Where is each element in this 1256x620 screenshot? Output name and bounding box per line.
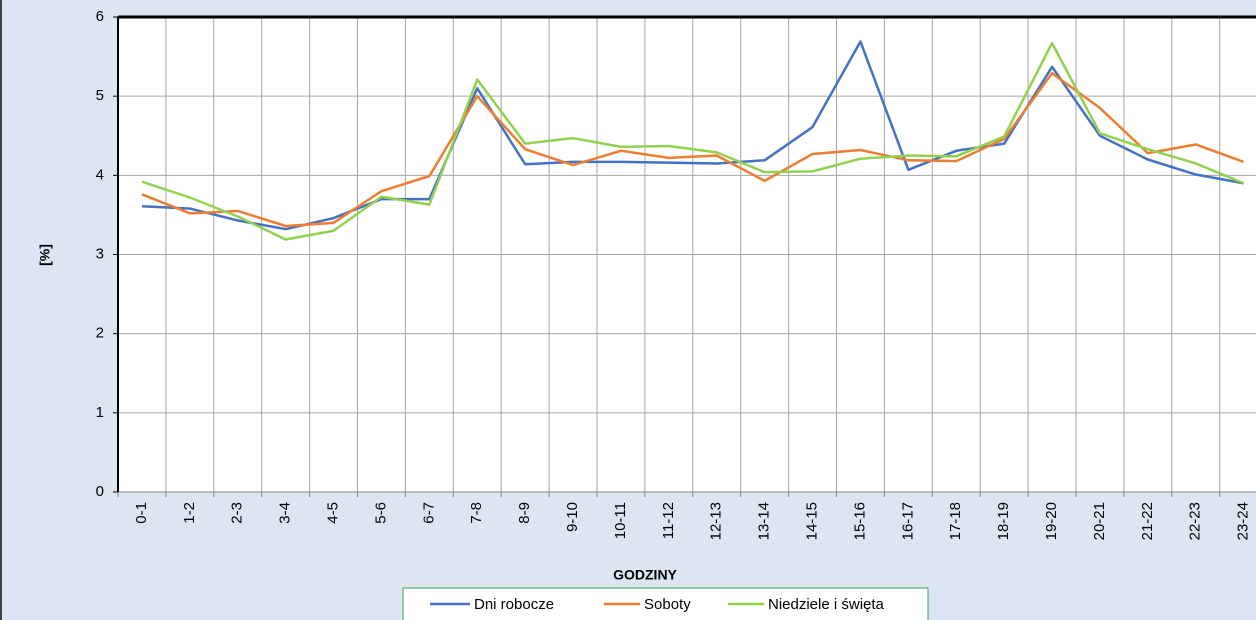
x-tick-label: 2-3 xyxy=(229,502,246,524)
y-tick-label: 0 xyxy=(96,483,104,500)
x-tick-label: 6-7 xyxy=(420,502,437,524)
x-tick-label: 4-5 xyxy=(325,502,342,524)
x-tick-label: 7-8 xyxy=(468,502,485,524)
legend-label: Dni robocze xyxy=(474,596,554,613)
x-tick-label: 8-9 xyxy=(516,502,533,524)
x-tick-label: 21-22 xyxy=(1139,502,1156,540)
x-tick-label: 11-12 xyxy=(660,502,677,539)
x-tick-label: 13-14 xyxy=(756,502,773,540)
y-axis-title: [%] xyxy=(37,244,53,266)
x-tick-label: 5-6 xyxy=(372,502,389,524)
x-tick-label: 22-23 xyxy=(1187,502,1204,540)
x-tick-label: 3-4 xyxy=(277,502,294,524)
series-line xyxy=(141,41,1245,241)
x-tick-label: 23-24 xyxy=(1235,502,1252,540)
x-tick-label: 20-21 xyxy=(1091,502,1108,540)
y-tick-label: 4 xyxy=(96,166,104,183)
x-tick-label: 9-10 xyxy=(564,502,581,532)
legend-label: Niedziele i święta xyxy=(768,596,885,613)
x-tick-label: 18-19 xyxy=(995,502,1012,540)
y-tick-label: 5 xyxy=(96,87,104,104)
x-tick-label: 14-15 xyxy=(804,502,821,540)
x-tick-label: 17-18 xyxy=(947,502,964,540)
x-tick-label: 0-1 xyxy=(133,502,150,524)
legend-label: Soboty xyxy=(644,596,691,613)
x-tick-label: 12-13 xyxy=(708,502,725,540)
x-tick-label: 15-16 xyxy=(851,502,868,540)
x-tick-label: 19-20 xyxy=(1043,502,1060,540)
y-tick-label: 2 xyxy=(96,325,104,342)
x-axis-title: GODZINY xyxy=(613,567,677,583)
legend-box xyxy=(402,587,929,620)
x-tick-label: 10-11 xyxy=(612,502,629,539)
y-tick-label: 3 xyxy=(96,245,104,262)
series-line xyxy=(141,71,1245,228)
x-tick-label: 1-2 xyxy=(181,502,198,524)
y-tick-label: 6 xyxy=(96,8,104,25)
x-tick-label: 16-17 xyxy=(899,502,916,540)
y-tick-label: 1 xyxy=(96,404,104,421)
